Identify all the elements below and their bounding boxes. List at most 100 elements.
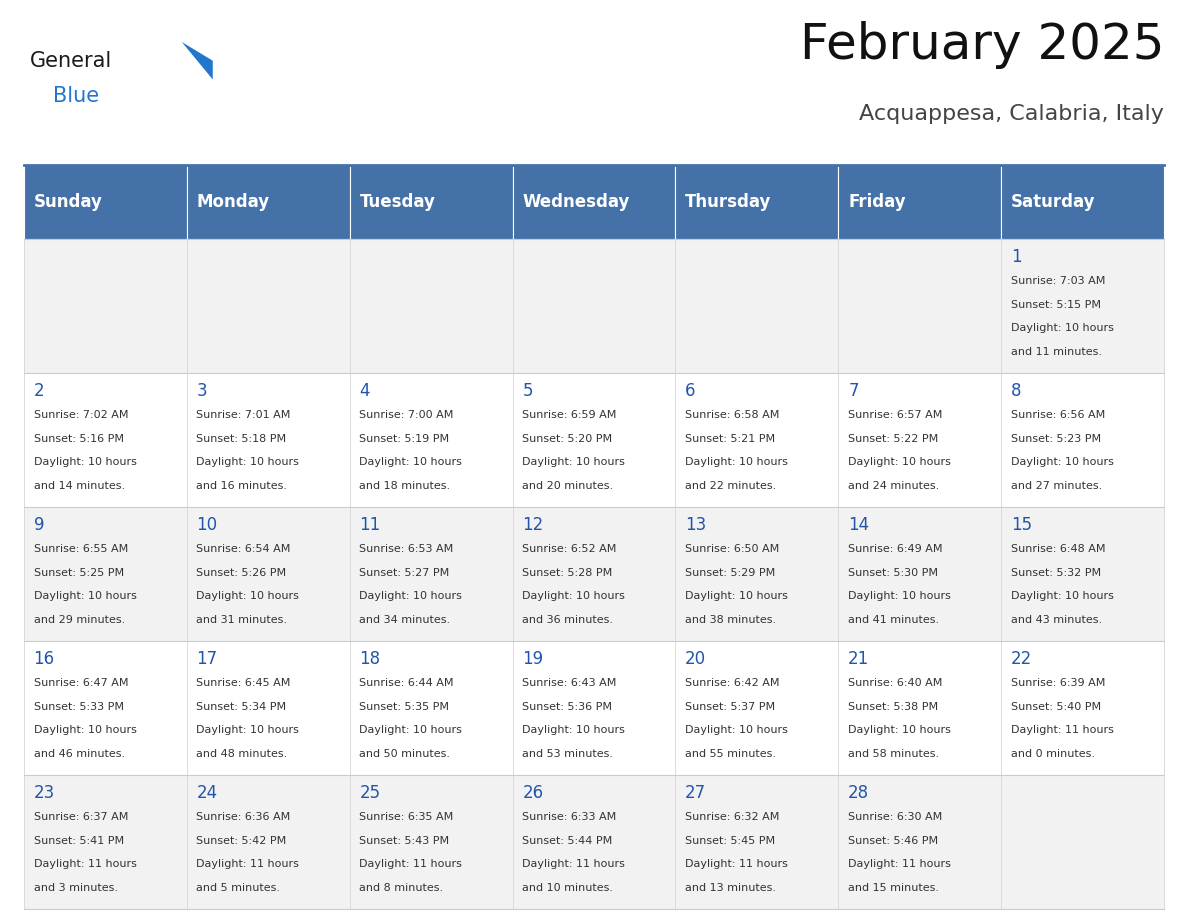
Text: 11: 11 bbox=[360, 516, 380, 534]
Bar bbox=[24, 239, 187, 373]
Text: Sunrise: 6:52 AM: Sunrise: 6:52 AM bbox=[523, 544, 617, 554]
Text: 5: 5 bbox=[523, 382, 532, 400]
Text: Sunset: 5:46 PM: Sunset: 5:46 PM bbox=[848, 835, 939, 845]
Text: Daylight: 11 hours: Daylight: 11 hours bbox=[1011, 725, 1114, 735]
Text: Sunrise: 6:49 AM: Sunrise: 6:49 AM bbox=[848, 544, 942, 554]
Text: Sunset: 5:41 PM: Sunset: 5:41 PM bbox=[33, 835, 124, 845]
Text: and 50 minutes.: and 50 minutes. bbox=[360, 749, 450, 758]
Text: Sunset: 5:30 PM: Sunset: 5:30 PM bbox=[848, 568, 939, 577]
Text: February 2025: February 2025 bbox=[800, 21, 1164, 69]
Text: Daylight: 10 hours: Daylight: 10 hours bbox=[1011, 457, 1114, 467]
Text: Sunrise: 6:30 AM: Sunrise: 6:30 AM bbox=[848, 812, 942, 823]
Text: Sunrise: 7:02 AM: Sunrise: 7:02 AM bbox=[33, 410, 128, 420]
Bar bbox=[1001, 641, 1164, 775]
Text: 2: 2 bbox=[33, 382, 44, 400]
Text: Sunrise: 6:50 AM: Sunrise: 6:50 AM bbox=[685, 544, 779, 554]
Text: and 10 minutes.: and 10 minutes. bbox=[523, 883, 613, 892]
Text: Daylight: 10 hours: Daylight: 10 hours bbox=[848, 457, 952, 467]
Text: Sunrise: 6:43 AM: Sunrise: 6:43 AM bbox=[523, 678, 617, 688]
Bar bbox=[676, 165, 839, 239]
Text: 10: 10 bbox=[196, 516, 217, 534]
Text: Daylight: 10 hours: Daylight: 10 hours bbox=[196, 591, 299, 601]
Text: Sunset: 5:21 PM: Sunset: 5:21 PM bbox=[685, 434, 776, 444]
Text: Sunset: 5:43 PM: Sunset: 5:43 PM bbox=[360, 835, 449, 845]
Text: Sunrise: 6:55 AM: Sunrise: 6:55 AM bbox=[33, 544, 128, 554]
Text: Sunset: 5:25 PM: Sunset: 5:25 PM bbox=[33, 568, 124, 577]
Text: Sunset: 5:20 PM: Sunset: 5:20 PM bbox=[523, 434, 613, 444]
Bar bbox=[1001, 775, 1164, 909]
Text: Daylight: 10 hours: Daylight: 10 hours bbox=[685, 457, 788, 467]
Text: and 24 minutes.: and 24 minutes. bbox=[848, 481, 940, 491]
Text: 27: 27 bbox=[685, 784, 707, 802]
Text: and 58 minutes.: and 58 minutes. bbox=[848, 749, 940, 758]
Text: Tuesday: Tuesday bbox=[360, 193, 435, 211]
Text: Sunrise: 6:37 AM: Sunrise: 6:37 AM bbox=[33, 812, 128, 823]
Text: Sunset: 5:37 PM: Sunset: 5:37 PM bbox=[685, 702, 776, 711]
Text: Daylight: 11 hours: Daylight: 11 hours bbox=[33, 859, 137, 869]
Bar bbox=[512, 775, 676, 909]
Text: Sunrise: 6:44 AM: Sunrise: 6:44 AM bbox=[360, 678, 454, 688]
Text: Sunset: 5:40 PM: Sunset: 5:40 PM bbox=[1011, 702, 1101, 711]
Text: Sunrise: 6:32 AM: Sunrise: 6:32 AM bbox=[685, 812, 779, 823]
Text: Daylight: 10 hours: Daylight: 10 hours bbox=[360, 725, 462, 735]
Text: and 46 minutes.: and 46 minutes. bbox=[33, 749, 125, 758]
Text: Saturday: Saturday bbox=[1011, 193, 1095, 211]
Text: 25: 25 bbox=[360, 784, 380, 802]
Text: Daylight: 10 hours: Daylight: 10 hours bbox=[360, 591, 462, 601]
Text: Sunset: 5:35 PM: Sunset: 5:35 PM bbox=[360, 702, 449, 711]
Text: Daylight: 11 hours: Daylight: 11 hours bbox=[848, 859, 952, 869]
Text: Sunrise: 6:39 AM: Sunrise: 6:39 AM bbox=[1011, 678, 1106, 688]
Text: and 38 minutes.: and 38 minutes. bbox=[685, 615, 777, 625]
Text: and 36 minutes.: and 36 minutes. bbox=[523, 615, 613, 625]
Bar bbox=[349, 239, 512, 373]
Bar bbox=[676, 641, 839, 775]
Text: Daylight: 10 hours: Daylight: 10 hours bbox=[196, 725, 299, 735]
Text: 23: 23 bbox=[33, 784, 55, 802]
Text: Sunrise: 6:40 AM: Sunrise: 6:40 AM bbox=[848, 678, 942, 688]
Text: and 16 minutes.: and 16 minutes. bbox=[196, 481, 287, 491]
Text: Daylight: 10 hours: Daylight: 10 hours bbox=[196, 457, 299, 467]
Text: 7: 7 bbox=[848, 382, 859, 400]
Text: Sunrise: 6:35 AM: Sunrise: 6:35 AM bbox=[360, 812, 454, 823]
Text: Sunset: 5:36 PM: Sunset: 5:36 PM bbox=[523, 702, 612, 711]
Bar bbox=[1001, 507, 1164, 641]
Bar bbox=[1001, 239, 1164, 373]
Bar bbox=[24, 641, 187, 775]
Text: Sunset: 5:32 PM: Sunset: 5:32 PM bbox=[1011, 568, 1101, 577]
Bar bbox=[187, 239, 349, 373]
Text: Daylight: 10 hours: Daylight: 10 hours bbox=[523, 591, 625, 601]
Text: 22: 22 bbox=[1011, 650, 1032, 668]
Text: and 41 minutes.: and 41 minutes. bbox=[848, 615, 940, 625]
Text: Daylight: 10 hours: Daylight: 10 hours bbox=[523, 457, 625, 467]
Bar bbox=[349, 165, 512, 239]
Text: 1: 1 bbox=[1011, 248, 1022, 266]
Text: 13: 13 bbox=[685, 516, 707, 534]
Text: Sunset: 5:38 PM: Sunset: 5:38 PM bbox=[848, 702, 939, 711]
Text: Daylight: 10 hours: Daylight: 10 hours bbox=[848, 591, 952, 601]
Text: Sunrise: 6:57 AM: Sunrise: 6:57 AM bbox=[848, 410, 942, 420]
Text: Sunrise: 6:33 AM: Sunrise: 6:33 AM bbox=[523, 812, 617, 823]
Bar bbox=[349, 641, 512, 775]
Text: Daylight: 10 hours: Daylight: 10 hours bbox=[1011, 591, 1114, 601]
Text: Sunrise: 6:48 AM: Sunrise: 6:48 AM bbox=[1011, 544, 1106, 554]
Text: Friday: Friday bbox=[848, 193, 905, 211]
Text: Daylight: 11 hours: Daylight: 11 hours bbox=[685, 859, 788, 869]
Bar bbox=[839, 239, 1001, 373]
Text: and 31 minutes.: and 31 minutes. bbox=[196, 615, 287, 625]
Text: Sunrise: 6:58 AM: Sunrise: 6:58 AM bbox=[685, 410, 779, 420]
Text: 21: 21 bbox=[848, 650, 870, 668]
Text: and 13 minutes.: and 13 minutes. bbox=[685, 883, 776, 892]
Text: Sunrise: 6:53 AM: Sunrise: 6:53 AM bbox=[360, 544, 454, 554]
Text: Sunset: 5:23 PM: Sunset: 5:23 PM bbox=[1011, 434, 1101, 444]
Bar bbox=[839, 373, 1001, 507]
Text: and 11 minutes.: and 11 minutes. bbox=[1011, 347, 1102, 357]
Text: Sunset: 5:22 PM: Sunset: 5:22 PM bbox=[848, 434, 939, 444]
Bar bbox=[512, 165, 676, 239]
Text: and 0 minutes.: and 0 minutes. bbox=[1011, 749, 1095, 758]
Text: Daylight: 10 hours: Daylight: 10 hours bbox=[360, 457, 462, 467]
Text: and 34 minutes.: and 34 minutes. bbox=[360, 615, 450, 625]
Text: Daylight: 11 hours: Daylight: 11 hours bbox=[360, 859, 462, 869]
Text: and 22 minutes.: and 22 minutes. bbox=[685, 481, 777, 491]
Bar bbox=[676, 239, 839, 373]
Text: Sunrise: 7:01 AM: Sunrise: 7:01 AM bbox=[196, 410, 291, 420]
